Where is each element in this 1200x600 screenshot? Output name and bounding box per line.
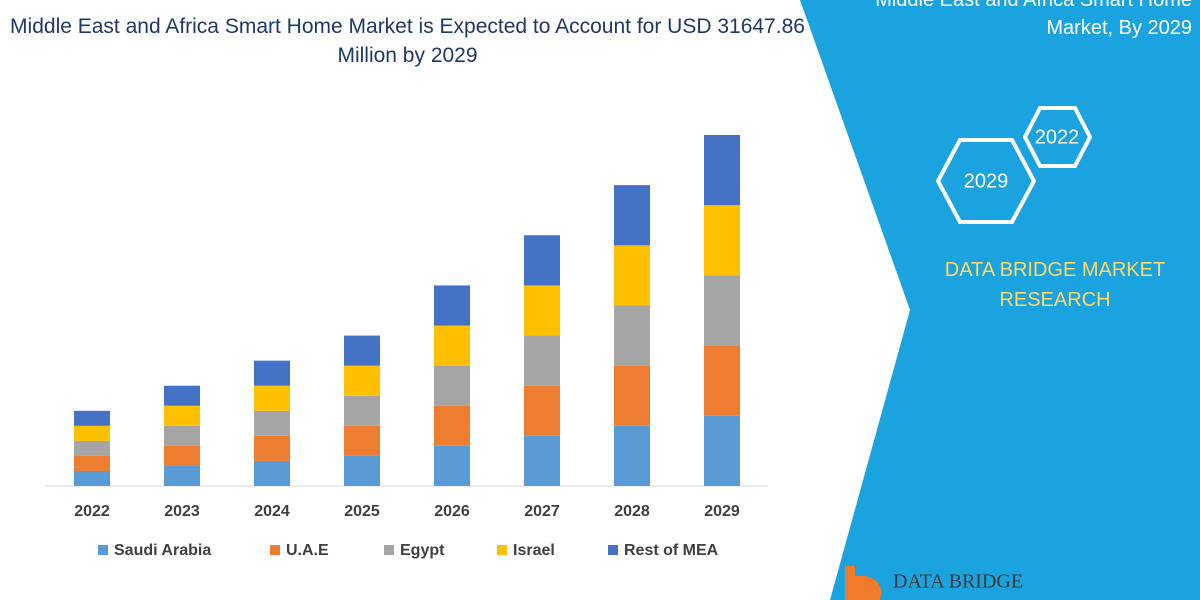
legend-label: Rest of MEA xyxy=(624,542,719,559)
badge: 2029 xyxy=(964,170,1009,192)
chart-title: Middle East and Africa Smart Home Market… xyxy=(10,15,805,67)
bar-segment xyxy=(254,360,290,386)
bar-segment xyxy=(164,425,200,446)
bar-segment xyxy=(164,445,200,466)
bar-segment xyxy=(704,135,740,206)
hexagon xyxy=(935,138,1037,224)
legend-label: Israel xyxy=(513,542,555,559)
bar-segment xyxy=(614,185,650,246)
bar-segment xyxy=(164,405,200,426)
bar-segment xyxy=(254,385,290,411)
x-tick-label: 2029 xyxy=(704,503,740,520)
bar-segment xyxy=(74,410,110,426)
bar-segment xyxy=(254,410,290,436)
x-tick-label: 2026 xyxy=(434,503,470,520)
logo-icon xyxy=(845,566,881,600)
bar-segment xyxy=(524,335,560,386)
x-tick-label: 2024 xyxy=(254,503,290,520)
panel-title: Middle East and Africa Smart Home Market… xyxy=(875,0,1192,39)
legend-swatch xyxy=(270,545,280,555)
bar-segment xyxy=(434,365,470,406)
bar-segment xyxy=(74,425,110,441)
legend-label: U.A.E xyxy=(286,542,329,559)
bar-segment xyxy=(74,470,110,486)
bar-segment xyxy=(434,445,470,486)
bar-segment xyxy=(524,235,560,286)
bar-segment xyxy=(704,275,740,346)
bar-segment xyxy=(614,365,650,426)
bar-segment xyxy=(164,385,200,406)
legend-label: Egypt xyxy=(400,542,445,559)
x-tick-label: 2028 xyxy=(614,503,650,520)
bar-segment xyxy=(434,285,470,326)
bar-segment xyxy=(74,440,110,456)
bar-segment xyxy=(344,395,380,426)
badge: 2022 xyxy=(1035,126,1080,148)
side-panel xyxy=(800,0,1200,600)
bar-segment xyxy=(524,435,560,486)
bar-segment xyxy=(614,245,650,306)
bar-segment xyxy=(434,405,470,446)
bar-segment xyxy=(614,305,650,366)
bar-segment xyxy=(74,455,110,471)
bar-segment xyxy=(344,455,380,486)
bar-segment xyxy=(254,460,290,486)
bar-segment xyxy=(614,425,650,486)
x-tick-label: 2023 xyxy=(164,503,200,520)
x-tick-label: 2027 xyxy=(524,503,560,520)
bar-segment xyxy=(704,205,740,276)
legend-swatch xyxy=(98,545,108,555)
brand: DATA BRIDGE MARKET RESEARCH xyxy=(944,259,1166,311)
bar-segment xyxy=(434,325,470,366)
bar-segment xyxy=(704,345,740,416)
legend-swatch xyxy=(384,545,394,555)
bar-segment xyxy=(704,415,740,486)
x-tick-label: 2022 xyxy=(74,503,110,520)
hexagon xyxy=(1022,106,1093,168)
x-tick-label: 2025 xyxy=(344,503,380,520)
logo-text: DATA BRIDGE xyxy=(893,571,1023,593)
legend-swatch xyxy=(497,545,507,555)
bar-segment xyxy=(344,425,380,456)
bar-segment xyxy=(524,285,560,336)
bar-segment xyxy=(524,385,560,436)
bar-segment xyxy=(344,335,380,366)
bar-segment xyxy=(164,465,200,486)
bar-segment xyxy=(344,365,380,396)
legend-swatch xyxy=(608,545,618,555)
bar-segment xyxy=(254,435,290,461)
legend-label: Saudi Arabia xyxy=(114,542,211,559)
